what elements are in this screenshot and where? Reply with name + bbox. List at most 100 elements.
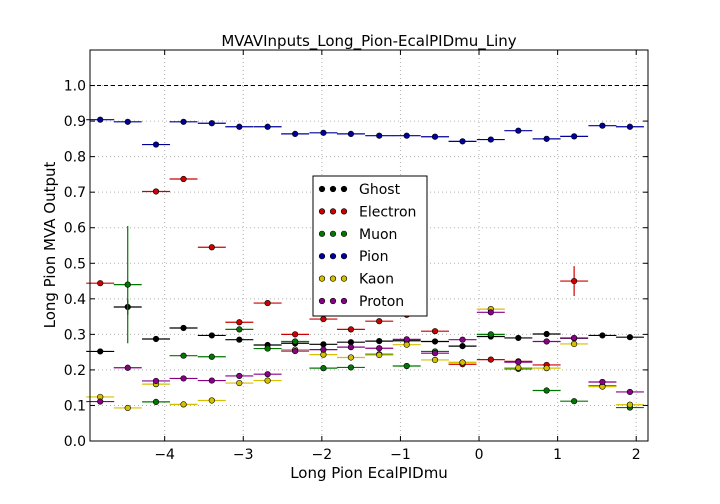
legend-marker: [318, 230, 326, 237]
y-tick-label: 0.3: [64, 327, 86, 343]
legend-item: Proton: [318, 294, 404, 310]
data-point: [124, 281, 131, 288]
data-point: [347, 326, 355, 333]
data-point: [626, 401, 634, 408]
data-point: [97, 280, 104, 287]
data-point: [264, 299, 271, 307]
data-point: [264, 345, 271, 352]
data-point: [459, 359, 466, 366]
data-point: [543, 338, 550, 345]
data-point: [152, 398, 160, 406]
data-point: [571, 277, 578, 285]
x-tick-label: −2: [312, 447, 333, 463]
legend-item: Muon: [318, 227, 397, 243]
data-point: [208, 353, 215, 360]
y-tick-label: 1.0: [64, 79, 86, 95]
legend-marker: [340, 230, 348, 237]
series-kaon: [86, 306, 644, 412]
data-point: [320, 346, 327, 353]
legend-marker: [318, 185, 326, 193]
data-point: [403, 132, 410, 139]
data-point: [487, 309, 494, 316]
data-point: [431, 133, 439, 140]
legend-marker: [318, 253, 326, 260]
data-point: [292, 338, 299, 345]
data-point: [543, 365, 550, 372]
data-point: [515, 364, 522, 371]
series-proton: [86, 309, 644, 405]
y-tick-label: 0.9: [64, 114, 86, 130]
data-point: [236, 336, 243, 343]
legend-marker: [318, 297, 326, 305]
data-point: [208, 244, 215, 251]
data-point: [180, 324, 187, 332]
legend-marker: [340, 297, 348, 305]
data-point: [376, 338, 383, 345]
legend-label: Ghost: [359, 182, 401, 198]
legend-marker: [329, 208, 337, 215]
legend-marker: [340, 208, 348, 215]
data-point: [264, 377, 271, 384]
data-point: [571, 398, 578, 405]
data-point: [599, 332, 606, 339]
data-point: [403, 362, 410, 370]
y-tick-label: 0.6: [64, 221, 86, 237]
data-point: [487, 136, 494, 143]
data-point: [347, 364, 355, 371]
x-tick-label: −1: [390, 447, 411, 463]
data-point: [571, 340, 578, 348]
data-point: [97, 348, 104, 355]
data-point: [180, 401, 187, 408]
plot-frame: [89, 49, 649, 442]
legend-marker: [329, 230, 337, 237]
data-point: [320, 341, 327, 348]
data-point: [571, 133, 578, 140]
data-point: [236, 379, 243, 387]
data-point: [515, 127, 522, 134]
data-point: [515, 334, 522, 342]
legend-item: Ghost: [318, 182, 401, 198]
data-point: [459, 138, 466, 145]
legend-label: Electron: [359, 204, 416, 220]
data-point: [180, 375, 187, 382]
legend-marker: [318, 208, 326, 215]
data-point: [124, 364, 131, 371]
legend-marker: [329, 297, 337, 305]
data-point: [403, 336, 410, 343]
data-point: [236, 326, 243, 333]
data-point: [320, 129, 327, 136]
legend-marker: [329, 185, 337, 193]
ticks: −4 −3 −2 −1 0 1 2 0.0 0.1 0.2 0.3 0.4 0.5 0.6 0.7 0.8 0.…: [64, 50, 648, 463]
y-tick-label: 0.7: [64, 185, 86, 201]
y-axis-title: Long Pion MVA Output: [41, 161, 59, 328]
data-point: [347, 344, 355, 351]
data-point: [571, 334, 578, 342]
data-point: [208, 377, 215, 384]
data-point: [626, 123, 634, 130]
data-point: [236, 319, 243, 326]
data-point: [152, 377, 160, 385]
data-point: [124, 404, 131, 412]
x-tick-label: 2: [632, 447, 641, 463]
legend-label: Proton: [359, 294, 404, 310]
data-point: [376, 318, 383, 325]
data-point: [152, 335, 160, 343]
data-point: [97, 116, 104, 123]
data-point: [431, 328, 439, 335]
data-point: [180, 352, 187, 359]
legend-item: Electron: [318, 204, 416, 220]
data-point: [626, 334, 634, 341]
legend-item: Pion: [318, 249, 388, 265]
data-point: [208, 332, 215, 339]
x-tick-label: −3: [233, 447, 254, 463]
data-point: [264, 123, 271, 130]
x-tick-label: −4: [154, 447, 175, 463]
data-point: [180, 175, 187, 183]
data-point: [208, 397, 215, 404]
legend-marker: [318, 275, 326, 282]
x-tick-label: 0: [475, 447, 484, 463]
legend-marker: [340, 275, 348, 282]
legend-label: Kaon: [359, 272, 394, 288]
data-point: [292, 331, 299, 338]
